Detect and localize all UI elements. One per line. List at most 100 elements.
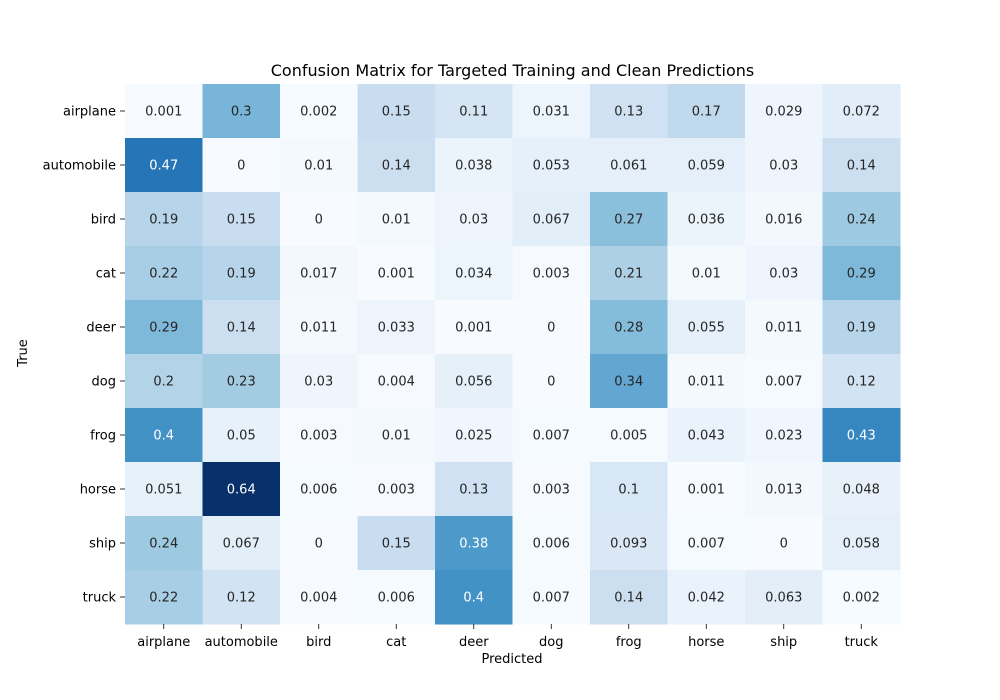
cell-value-label: 0.3 [231, 105, 252, 120]
heatmap-cell [280, 246, 358, 301]
cell-value-label: 0.093 [610, 537, 647, 552]
cell-value-label: 0.011 [765, 321, 802, 336]
cell-value-label: 0.11 [459, 105, 488, 120]
cell-value-label: 0.23 [227, 375, 256, 390]
cell-value-label: 0.007 [533, 591, 570, 606]
heatmap-cell [745, 192, 823, 247]
heatmap-cell [822, 462, 901, 517]
cell-value-label: 0.21 [614, 267, 643, 282]
heatmap-cell [357, 138, 436, 193]
heatmap-cell [125, 408, 203, 463]
heatmap-cell [590, 354, 668, 409]
cell-value-label: 0.2 [153, 375, 174, 390]
cell-value-label: 0.13 [614, 105, 643, 120]
cell-value-label: 0.038 [455, 159, 492, 174]
cell-value-label: 0.017 [300, 267, 337, 282]
y-tick-label: cat [96, 267, 116, 282]
cell-value-label: 0.005 [610, 429, 647, 444]
heatmap-cell [202, 192, 281, 247]
cell-value-label: 0.001 [455, 321, 492, 336]
heatmap-cell [357, 462, 436, 517]
heatmap-cell [745, 462, 823, 517]
heatmap-cell [512, 192, 591, 247]
cell-value-label: 0.002 [843, 591, 880, 606]
heatmap-cell [357, 84, 436, 139]
heatmap-cell [202, 462, 281, 517]
cell-value-label: 0.063 [765, 591, 802, 606]
cell-value-label: 0.13 [459, 483, 488, 498]
heatmap-cell [435, 84, 513, 139]
cell-value-label: 0.072 [843, 105, 880, 120]
heatmap-cell [822, 138, 901, 193]
heatmap-cell [280, 354, 358, 409]
heatmap-cell [667, 192, 746, 247]
cell-value-label: 0.007 [533, 429, 570, 444]
y-tick-label: automobile [43, 159, 116, 174]
cell-value-label: 0.01 [382, 429, 411, 444]
heatmap-cell [822, 516, 901, 571]
y-tick-label: deer [86, 321, 116, 336]
cell-value-label: 0.03 [304, 375, 333, 390]
cell-value-label: 0.01 [304, 159, 333, 174]
heatmap-cell [202, 516, 281, 571]
heatmap-cell [745, 84, 823, 139]
cell-value-label: 0.007 [688, 537, 725, 552]
heatmap-cell [822, 570, 901, 625]
cell-value-label: 0.19 [149, 213, 178, 228]
x-tick-label: frog [616, 635, 642, 650]
heatmap-cell [512, 354, 591, 409]
cell-value-label: 0.051 [145, 483, 182, 498]
cell-value-label: 0.034 [455, 267, 492, 282]
cell-value-label: 0.016 [765, 213, 802, 228]
x-tick-label: automobile [205, 635, 278, 650]
cell-value-label: 0.001 [688, 483, 725, 498]
cell-value-label: 0.28 [614, 321, 643, 336]
heatmap-cell [512, 570, 591, 625]
x-tick-label: horse [688, 635, 724, 650]
cell-value-label: 0.048 [843, 483, 880, 498]
cell-value-label: 0 [547, 375, 555, 390]
heatmap-cell [745, 246, 823, 301]
y-tick-label: ship [89, 537, 116, 552]
cell-value-label: 0.19 [847, 321, 876, 336]
chart-title: Confusion Matrix for Targeted Training a… [271, 61, 755, 80]
x-tick-label: ship [770, 635, 797, 650]
y-tick-label: truck [83, 591, 117, 606]
heatmap-cell [512, 408, 591, 463]
cell-value-label: 0.055 [688, 321, 725, 336]
cell-value-label: 0.006 [533, 537, 570, 552]
y-axis-ticks: airplane automobile bird cat deer dog frog hors… [43, 105, 125, 606]
cell-value-label: 0.053 [533, 159, 570, 174]
cell-value-label: 0.12 [227, 591, 256, 606]
heatmap-cell [125, 570, 203, 625]
cell-value-label: 0.029 [765, 105, 802, 120]
heatmap-cell [357, 192, 436, 247]
heatmap-cell [512, 138, 591, 193]
heatmap-cell [202, 84, 281, 139]
heatmap-cell [435, 516, 513, 571]
heatmap-cell [822, 408, 901, 463]
cell-value-label: 0.058 [843, 537, 880, 552]
heatmap-cell [590, 192, 668, 247]
heatmap-cell [280, 138, 358, 193]
y-tick-label: horse [80, 483, 116, 498]
heatmap-cell [435, 300, 513, 355]
heatmap-cell [435, 192, 513, 247]
heatmap-cell [667, 300, 746, 355]
heatmap-cell [435, 354, 513, 409]
cell-value-label: 0.03 [769, 267, 798, 282]
heatmap-cell [745, 354, 823, 409]
cell-value-label: 0.056 [455, 375, 492, 390]
heatmap-cell [125, 84, 203, 139]
heatmap-cell [667, 570, 746, 625]
cell-value-label: 0.036 [688, 213, 725, 228]
heatmap-cell [202, 408, 281, 463]
cell-value-label: 0.01 [692, 267, 721, 282]
heatmap-cell [435, 570, 513, 625]
cell-value-label: 0.001 [145, 105, 182, 120]
cell-value-label: 0.43 [847, 429, 876, 444]
heatmap-cell [745, 408, 823, 463]
heatmap-cell [822, 192, 901, 247]
heatmap-cell [667, 462, 746, 517]
cell-value-label: 0.4 [153, 429, 174, 444]
